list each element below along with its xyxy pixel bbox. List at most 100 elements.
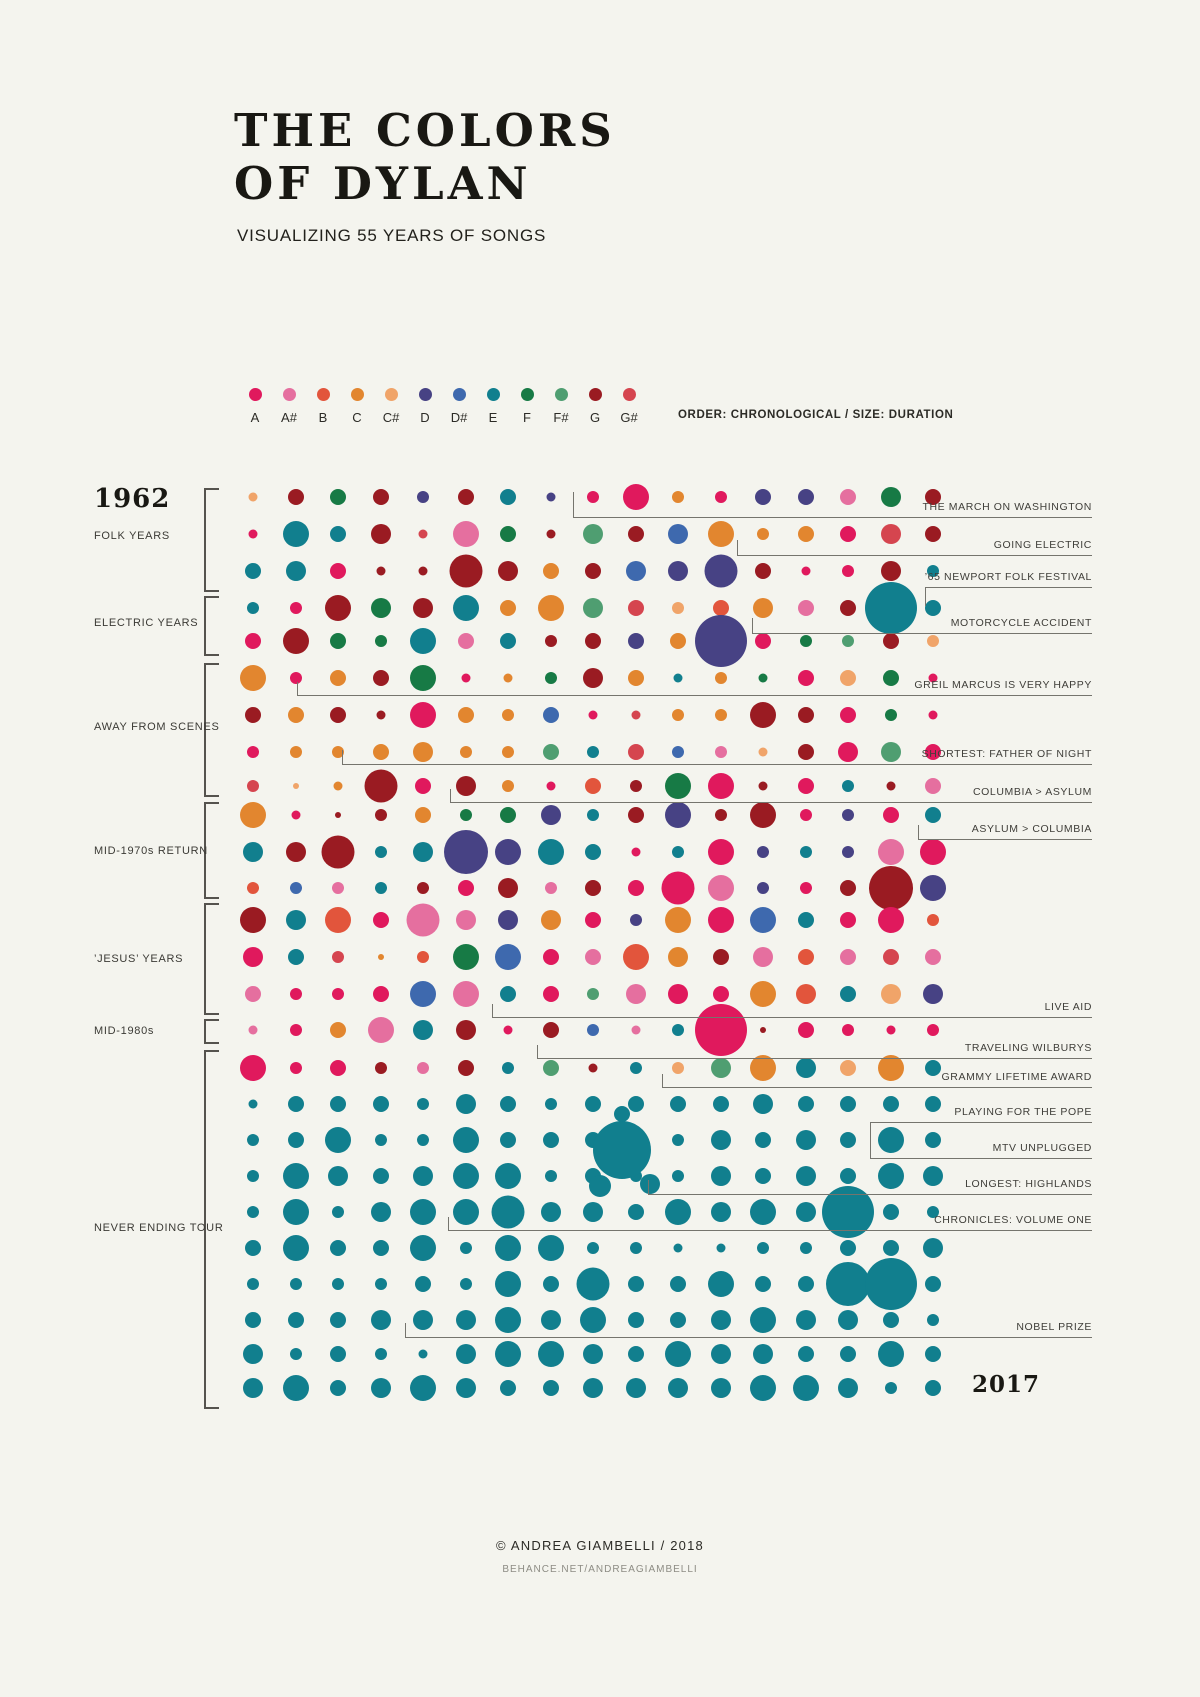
song-dot (882, 949, 899, 965)
song-dot (544, 672, 557, 684)
song-dot (495, 1235, 521, 1261)
song-dot (627, 1096, 644, 1112)
song-dot (240, 802, 266, 828)
song-dot (707, 773, 734, 799)
song-dot (840, 986, 856, 1002)
song-dot (797, 778, 814, 794)
song-dot (537, 839, 564, 865)
song-dot (927, 1314, 939, 1326)
song-dot (880, 524, 901, 544)
era-bracket (204, 1019, 219, 1044)
song-dot (928, 710, 938, 720)
song-dot (282, 1163, 309, 1189)
song-dot (750, 802, 776, 828)
song-dot (406, 903, 440, 937)
song-dot (925, 1060, 941, 1076)
song-dot (925, 1346, 941, 1362)
annotation-tick (492, 1004, 493, 1017)
song-dot (587, 809, 599, 821)
song-dot (920, 875, 946, 901)
song-dot (672, 1134, 684, 1146)
song-dot (292, 783, 299, 789)
song-dot (289, 1062, 302, 1074)
song-dot (240, 665, 266, 691)
song-dot (583, 524, 603, 544)
song-dot (750, 702, 776, 728)
song-dot (282, 1235, 309, 1261)
song-dot (542, 1276, 559, 1292)
song-dot (332, 988, 344, 1000)
song-dot (587, 1242, 599, 1254)
song-dot (289, 882, 302, 894)
song-dot (668, 524, 688, 544)
song-dot (753, 598, 773, 618)
song-dot (500, 1096, 516, 1112)
song-dot (627, 600, 644, 616)
song-dot (332, 1278, 344, 1290)
song-dot (694, 615, 747, 667)
song-dot (576, 1267, 610, 1301)
title-line1: THE COLORS (234, 104, 616, 157)
song-dot (797, 526, 814, 542)
annotation-line (662, 1087, 1092, 1088)
song-dot (332, 951, 344, 963)
song-dot (287, 1312, 304, 1328)
song-dot (495, 839, 521, 865)
song-dot (546, 529, 555, 539)
song-dot (927, 914, 939, 926)
song-dot (452, 944, 479, 970)
song-dot (287, 1132, 304, 1148)
song-dot (537, 595, 564, 621)
song-dot (285, 561, 306, 581)
era-label: ’JESUS’ YEARS (94, 953, 184, 965)
legend-key-dot (282, 387, 296, 401)
annotation-label: ASYLUM > COLUMBIA (971, 823, 1092, 835)
song-dot (542, 563, 559, 579)
song-dot (282, 628, 309, 654)
song-dot (372, 1168, 389, 1184)
song-dot (758, 781, 768, 791)
song-dot (753, 1344, 773, 1364)
song-dot (593, 1121, 651, 1179)
song-dot (502, 780, 514, 792)
song-dot (842, 846, 854, 858)
legend-key-label: G (589, 410, 601, 425)
song-dot (247, 1134, 259, 1146)
song-dot (840, 489, 856, 505)
legend-key-dot (248, 387, 262, 401)
song-dot (247, 1278, 259, 1290)
song-dot (840, 707, 856, 723)
song-dot (627, 633, 644, 649)
song-dot (500, 1132, 516, 1148)
song-dot (372, 1240, 389, 1256)
era-bracket (204, 596, 219, 656)
song-dot (840, 670, 856, 686)
song-dot (877, 907, 904, 933)
song-dot (417, 951, 429, 963)
song-dot (457, 489, 474, 505)
song-dot (627, 670, 644, 686)
legend-key-dot (350, 387, 364, 401)
song-dot (840, 880, 856, 896)
song-dot (801, 566, 810, 576)
song-dot (415, 807, 431, 823)
song-dot (886, 1025, 895, 1035)
annotation-line (448, 1230, 1092, 1231)
song-dot (459, 809, 472, 821)
song-dot (243, 947, 263, 967)
song-dot (757, 846, 769, 858)
annotation-label: COLUMBIA > ASYLUM (972, 786, 1092, 798)
song-dot (455, 1094, 476, 1114)
song-dot (842, 1024, 854, 1036)
song-dot (367, 1017, 394, 1043)
order-size-note: ORDER: CHRONOLOGICAL / SIZE: DURATION (678, 409, 954, 421)
song-dot (245, 707, 261, 723)
song-dot (330, 707, 346, 723)
song-dot (927, 1206, 939, 1218)
song-dot (498, 878, 518, 898)
song-dot (457, 633, 474, 649)
song-dot (928, 673, 938, 683)
song-dot (927, 635, 939, 647)
song-dot (587, 988, 599, 1000)
annotation-line (492, 1017, 1092, 1018)
